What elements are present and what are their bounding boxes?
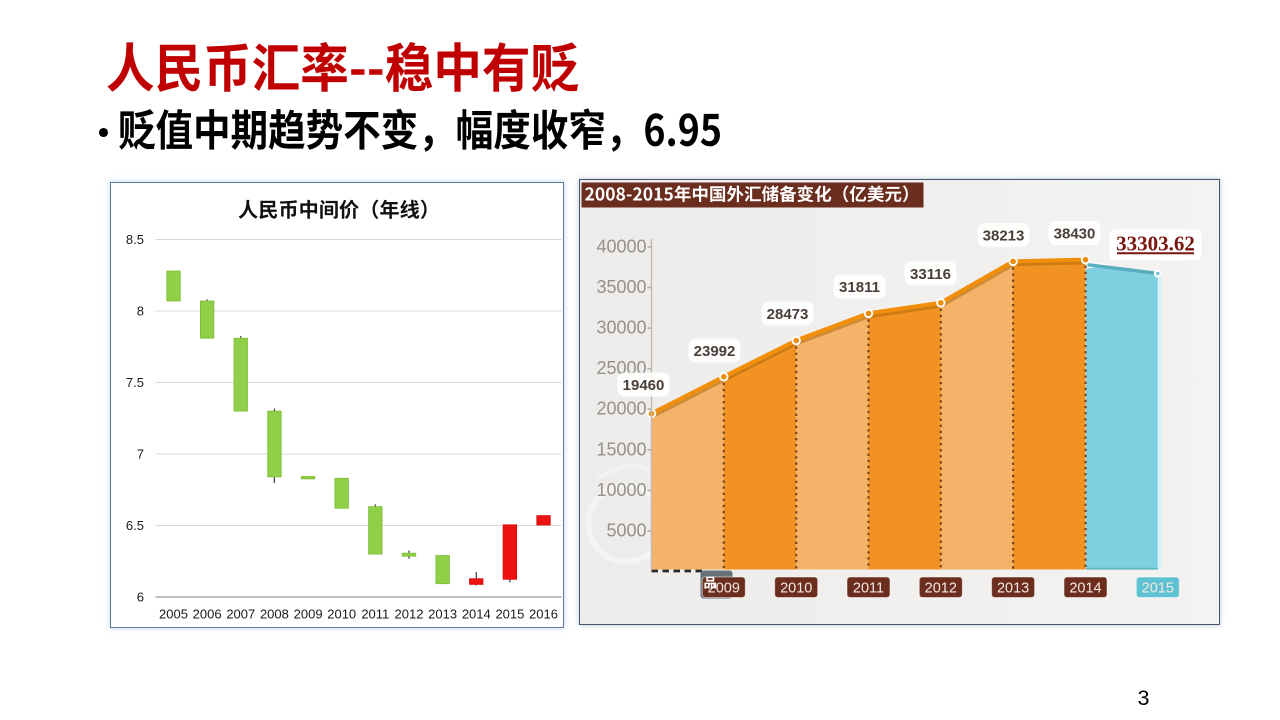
- svg-text:28473: 28473: [767, 306, 809, 323]
- svg-text:5000: 5000: [606, 520, 646, 540]
- svg-text:33303.62: 33303.62: [1116, 231, 1195, 255]
- svg-text:38430: 38430: [1054, 226, 1096, 243]
- svg-text:2015: 2015: [495, 607, 524, 622]
- svg-text:6.5: 6.5: [126, 518, 144, 533]
- svg-text:7.5: 7.5: [126, 375, 144, 390]
- svg-text:38213: 38213: [983, 228, 1025, 245]
- svg-text:2006: 2006: [193, 607, 222, 622]
- svg-text:2013: 2013: [997, 581, 1029, 597]
- svg-text:15000: 15000: [596, 439, 646, 459]
- svg-text:8.5: 8.5: [126, 232, 144, 247]
- svg-text:2008: 2008: [260, 607, 289, 622]
- svg-text:2007: 2007: [226, 607, 255, 622]
- svg-text:2011: 2011: [361, 607, 389, 622]
- svg-text:2014: 2014: [462, 607, 491, 622]
- svg-text:2012: 2012: [395, 607, 424, 622]
- svg-text:7: 7: [137, 447, 144, 462]
- svg-text:2016: 2016: [529, 607, 558, 622]
- svg-text:10000: 10000: [596, 480, 646, 500]
- svg-text:2010: 2010: [327, 607, 356, 622]
- svg-text:2011: 2011: [853, 581, 884, 597]
- svg-text:8: 8: [137, 304, 144, 319]
- svg-text:23992: 23992: [694, 343, 736, 360]
- svg-text:33116: 33116: [910, 266, 951, 283]
- svg-text:2010: 2010: [780, 581, 812, 597]
- svg-text:2013: 2013: [428, 607, 457, 622]
- svg-text:19460: 19460: [623, 377, 665, 394]
- svg-text:20000: 20000: [596, 399, 646, 419]
- svg-text:40000: 40000: [596, 236, 646, 256]
- svg-text:30000: 30000: [596, 318, 646, 338]
- svg-text:6: 6: [137, 590, 144, 605]
- svg-text:35000: 35000: [596, 277, 646, 297]
- svg-text:2014: 2014: [1069, 581, 1101, 597]
- svg-text:31811: 31811: [839, 279, 880, 296]
- svg-text:2005: 2005: [159, 607, 188, 622]
- svg-text:2012: 2012: [925, 581, 957, 597]
- svg-text:2009: 2009: [294, 607, 323, 622]
- svg-text:2015: 2015: [1142, 581, 1174, 597]
